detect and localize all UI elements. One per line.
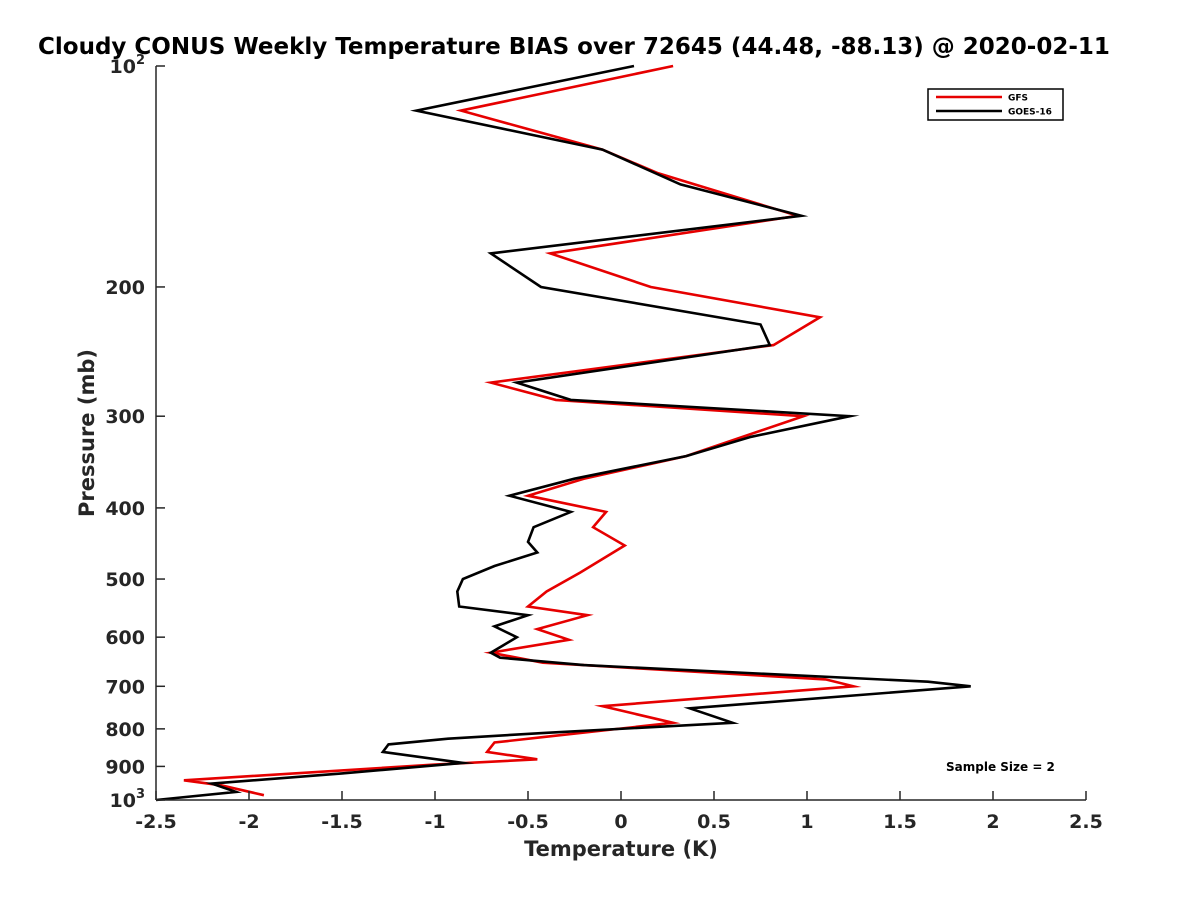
x-tick-label: 1: [800, 811, 813, 833]
x-ticks: -2.5 -2 -1.5 -1 -0.5 0 0.5 1 1.5 2 2.5: [135, 791, 1103, 833]
sample-size-annotation: Sample Size = 2: [946, 760, 1055, 774]
y-axis-label: Pressure (mb): [75, 349, 99, 517]
x-tick-label: 0: [614, 811, 627, 833]
y-tick-label: 200: [105, 277, 145, 299]
x-tick-label: 0.5: [697, 811, 731, 833]
x-axis-label: Temperature (K): [524, 837, 718, 861]
y-tick-label: 800: [105, 719, 145, 741]
x-tick-label: -1: [424, 811, 445, 833]
y-tick-exponent: 2: [136, 53, 145, 68]
x-tick-label: 2: [986, 811, 999, 833]
y-tick-label: 600: [105, 627, 145, 649]
y-tick-base: 10: [110, 790, 136, 812]
y-tick-exponent: 3: [136, 787, 145, 802]
series-line-goes-16: [155, 64, 971, 802]
x-tick-label: -2.5: [135, 811, 177, 833]
x-tick-label: 1.5: [883, 811, 917, 833]
y-tick-label: 500: [105, 569, 145, 591]
x-tick-label: -2: [238, 811, 259, 833]
legend-label: GFS: [1008, 94, 1028, 104]
series-layer: [155, 64, 971, 802]
plot-area: [156, 66, 1086, 800]
y-tick-base: 10: [110, 56, 136, 78]
y-tick-label: 700: [105, 676, 145, 698]
legend: GFS GOES-16: [927, 88, 1064, 121]
y-tick-label: 300: [105, 406, 145, 428]
y-tick-label: 102: [110, 53, 146, 78]
legend-label: GOES-16: [1008, 108, 1052, 118]
y-tick-label: 400: [105, 498, 145, 520]
y-tick-label: 103: [110, 787, 146, 812]
y-tick-label: 900: [105, 756, 145, 778]
x-tick-label: -0.5: [507, 811, 549, 833]
chart-title: Cloudy CONUS Weekly Temperature BIAS ove…: [38, 34, 1110, 60]
x-tick-label: -1.5: [321, 811, 363, 833]
x-tick-label: 2.5: [1069, 811, 1103, 833]
series-line-gfs: [183, 64, 862, 797]
legend-box: [927, 88, 1064, 121]
